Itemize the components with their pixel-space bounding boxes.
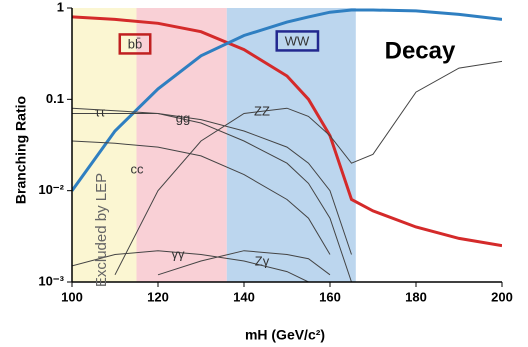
y-tick-label: 10⁻² [38,182,64,197]
y-tick-label: 0.1 [46,91,64,106]
chart-title: Decay [385,37,456,64]
y-tick-label: 1 [57,0,64,14]
series-line [72,15,502,248]
series-label: ZZ [254,103,270,118]
band [226,8,356,282]
x-tick-label: 180 [405,289,427,304]
x-tick-label: 100 [61,289,83,304]
label-box [275,30,320,52]
series-label: gg [176,110,190,125]
y-tick-label: 10⁻³ [38,273,64,288]
series-label: γγ [172,246,186,261]
y-axis-label: Branching Ratio [13,96,29,204]
series-line [72,250,309,282]
x-tick-label: 120 [147,289,169,304]
series-line [114,60,502,276]
x-tick-label: 160 [319,289,341,304]
series-line [157,250,331,276]
band [136,8,227,282]
series-line [72,8,502,192]
label-box [118,33,152,55]
series-label: bb̄ [128,36,142,51]
series-line [72,140,331,255]
x-tick-label: 140 [233,289,255,304]
series-line [72,107,352,282]
series-label: cc [131,161,145,176]
x-tick-label: 200 [491,289,513,304]
series-label: Zγ [255,253,270,268]
annotation: Excluded by LEP [93,173,110,287]
series-label: WW [285,33,310,48]
series-line [72,113,352,255]
x-axis-label: mH (GeV/c²) [245,327,325,343]
series-label: ττ [95,104,106,119]
